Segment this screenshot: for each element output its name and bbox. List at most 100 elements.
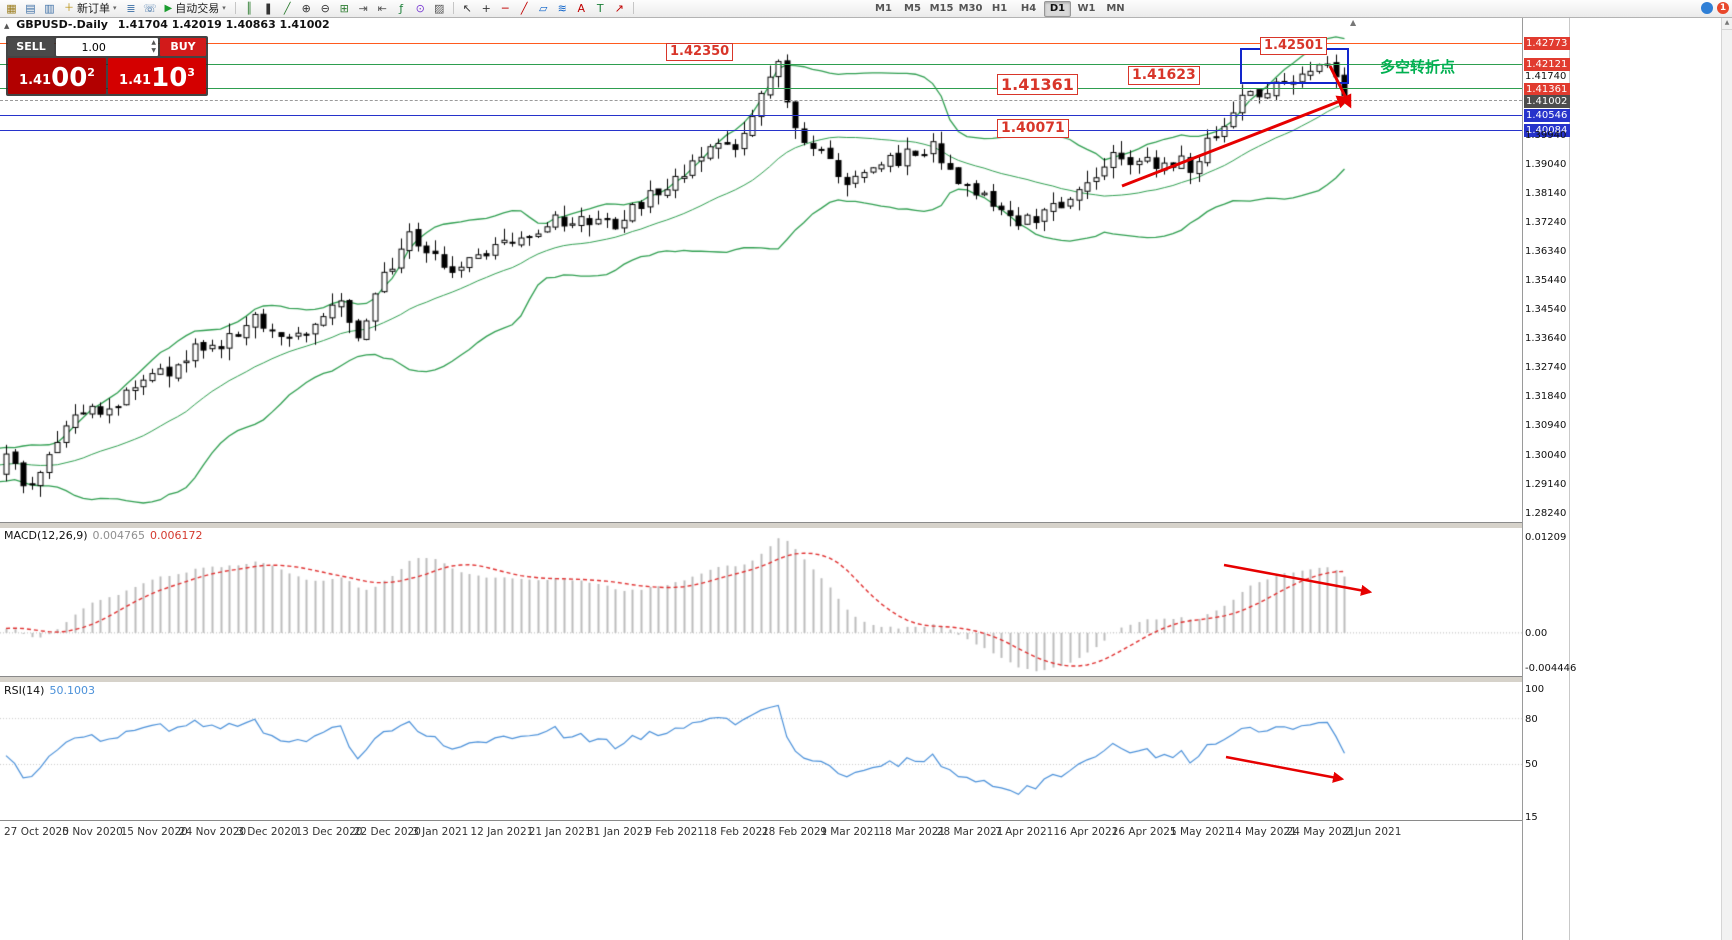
price-axis-label: 1.40084 (1524, 124, 1570, 138)
trendline-icon[interactable]: ╱ (520, 1, 528, 15)
price-annotation[interactable]: 1.41623 (1128, 66, 1200, 85)
price-annotation[interactable]: 1.40071 (997, 119, 1069, 138)
new-order-button-label: 新订单 (77, 1, 110, 15)
sell-price[interactable]: 1.41 00 2 (8, 58, 106, 94)
price-level-line-1.40084[interactable] (0, 129, 1522, 131)
rsi-label: RSI(14) 50.1003 (4, 684, 95, 697)
template-icon[interactable]: ▨ (434, 1, 445, 15)
price-annotation[interactable]: 1.42350 (666, 43, 734, 61)
price-axis-label: 1.39940 (1525, 129, 1567, 141)
buy-price-pips: 10 (151, 63, 188, 93)
sell-price-pips: 00 (51, 63, 88, 93)
toolbar: ▦ ▤ ▥ ＋新订单 ▾ ≣ ☏ ▶ 自动交易 ▾ ║ ❚ ╱ ⊕ ⊖ ⊞ ⇥ ⇤ ƒ ⊙ ▨ ↖ + ─ ╱ ▱ ≋ A T ↗ M1 M… (0, 0, 1732, 18)
price-axis[interactable]: 1.42773 1.42121 1.41740 1.41361 1.41002 1.405… (1522, 17, 1576, 940)
collapse-icon[interactable]: ▲ (4, 22, 10, 30)
symbol-info-bar: ▲ GBPUSD-.Daily 1.41704 1.42019 1.40863 … (4, 18, 330, 31)
timeframe-m30[interactable]: M30 (958, 3, 983, 14)
price-axis-label: 1.32740 (1525, 362, 1567, 374)
price-level-line-1.40546[interactable] (0, 114, 1522, 116)
new-order-button-icon: ＋ (64, 2, 74, 14)
zoom-out-icon[interactable]: ⊖ (320, 1, 330, 15)
text-label-icon[interactable]: T (596, 1, 604, 15)
price-annotation[interactable]: 1.42501 (1260, 37, 1328, 55)
period-icon[interactable]: ⊙ (415, 1, 425, 15)
timeframe-m5[interactable]: M5 (904, 3, 921, 14)
price-level-line-1.41002[interactable] (0, 100, 1522, 102)
price-annotation[interactable]: 1.41361 (997, 74, 1078, 96)
toolbar-badges: 1 (1701, 2, 1729, 14)
timeframe-h1[interactable]: H1 (991, 3, 1008, 14)
price-axis-label: 1.35440 (1525, 275, 1567, 287)
timeframe-toolbar: M1 M5 M15 M30 H1 H4 D1 W1 MN (870, 1, 1131, 17)
zoom-in-icon[interactable]: ⊕ (301, 1, 311, 15)
date-label: 21 Jan 2021 (528, 826, 592, 838)
data-window-icon[interactable]: ▥ (44, 1, 55, 15)
alert-badge[interactable]: 1 (1717, 2, 1729, 14)
auto-scroll-icon[interactable]: ⇥ (358, 1, 368, 15)
indicators-icon[interactable]: ƒ (399, 1, 404, 15)
timeframe-m15[interactable]: M15 (929, 3, 954, 14)
fibonacci-icon[interactable]: ≋ (557, 1, 567, 15)
date-label: 18 Feb 2021 (703, 826, 769, 838)
arrow-objects-icon[interactable]: ↗ (614, 1, 624, 15)
price-level-line-1.42121[interactable] (0, 63, 1522, 65)
price-level-line-1.42773[interactable] (0, 42, 1522, 44)
price-level-line-1.41361[interactable] (0, 88, 1522, 90)
cursor-icon[interactable]: ↖ (462, 1, 472, 15)
price-axis-label: 1.30040 (1525, 449, 1567, 461)
macd-axis-label: 0.01209 (1525, 532, 1567, 544)
macd-pane-separator[interactable] (0, 522, 1568, 529)
mobile-app-icon[interactable]: ☏ (143, 1, 157, 15)
date-label: 3 Jan 2021 (412, 826, 469, 838)
community-badge[interactable] (1701, 2, 1713, 14)
price-axis-label: 1.33640 (1525, 333, 1567, 345)
market-depth-icon[interactable]: ≣ (126, 1, 136, 15)
chart-shift-icon[interactable]: ⇤ (377, 1, 387, 15)
rsi-axis-label: 50 (1525, 759, 1538, 771)
line-chart-icon[interactable]: ╱ (283, 1, 291, 15)
auto-trading-button[interactable]: ▶ 自动交易 ▾ (161, 1, 230, 16)
symbol-ohlc: 1.41704 1.42019 1.40863 1.41002 (117, 18, 330, 31)
price-axis-label: 1.38140 (1525, 187, 1567, 199)
date-label: 7 Apr 2021 (995, 826, 1054, 838)
text-icon[interactable]: A (577, 1, 585, 15)
horizontal-line-icon[interactable]: ─ (501, 1, 509, 15)
candlestick-chart-icon[interactable]: ❚ (263, 1, 273, 15)
turning-point-note[interactable]: 多空转折点 (1380, 58, 1456, 76)
timeframe-w1[interactable]: W1 (1077, 3, 1096, 14)
buy-price[interactable]: 1.41 10 3 (108, 58, 206, 94)
volume-input[interactable] (56, 39, 132, 55)
rsi-pane-separator[interactable] (0, 676, 1568, 683)
price-axis-label: 1.41002 (1524, 94, 1570, 108)
market-watch-icon[interactable]: ▤ (25, 1, 36, 15)
chart-scroll-marker[interactable]: ▲ (1350, 18, 1357, 27)
timeframe-m1[interactable]: M1 (875, 3, 892, 14)
vertical-scrollbar[interactable]: ▲ (1721, 17, 1732, 940)
chart-window-icon[interactable]: ▦ (6, 1, 17, 15)
crosshair-icon[interactable]: + (481, 1, 491, 15)
volume-down-icon[interactable]: ▼ (151, 47, 156, 54)
scroll-up-icon[interactable]: ▲ (1722, 17, 1732, 30)
toolbar-separator (234, 2, 236, 14)
sell-price-big: 1.41 (19, 73, 52, 88)
buy-button[interactable]: BUY (160, 38, 206, 56)
new-order-button[interactable]: ＋新订单 ▾ (60, 1, 121, 16)
tile-windows-icon[interactable]: ⊞ (339, 1, 349, 15)
timeframe-h4[interactable]: H4 (1020, 3, 1037, 14)
volume-spinner: ▲ ▼ (151, 39, 156, 55)
time-axis[interactable]: 27 Oct 2020 5 Nov 2020 15 Nov 2020 24 Nov 2… (0, 821, 1522, 841)
bar-chart-icon[interactable]: ║ (245, 1, 253, 15)
rsi-axis-label: 80 (1525, 713, 1538, 725)
macd-title: MACD(12,26,9) (4, 529, 88, 542)
sell-button[interactable]: SELL (8, 38, 54, 56)
timeframe-mn[interactable]: MN (1106, 3, 1125, 14)
timeframe-d1[interactable]: D1 (1044, 1, 1071, 17)
date-label: 12 Jan 2021 (470, 826, 534, 838)
volume-field[interactable]: ▲ ▼ (56, 38, 158, 56)
volume-up-icon[interactable]: ▲ (151, 39, 156, 46)
date-label: 5 Nov 2020 (62, 826, 123, 838)
auto-trading-button-caret-icon: ▾ (222, 3, 226, 12)
channel-icon[interactable]: ▱ (539, 1, 548, 15)
